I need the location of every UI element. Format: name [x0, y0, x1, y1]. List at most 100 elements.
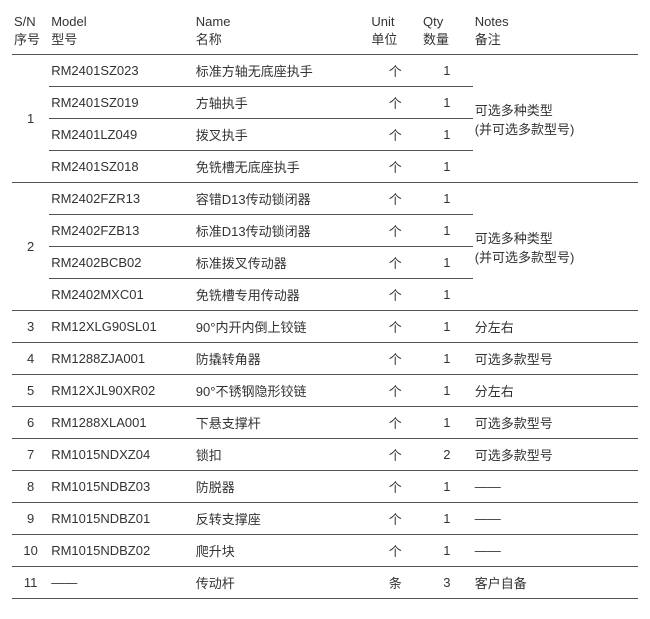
unit-cell: 个	[369, 215, 421, 247]
model-cell: ——	[49, 567, 194, 599]
qty-cell: 1	[421, 215, 473, 247]
sn-cell: 1	[12, 55, 49, 183]
unit-cell: 个	[369, 503, 421, 535]
notes-line: ——	[475, 479, 636, 494]
model-cell: RM1015NDBZ02	[49, 535, 194, 567]
model-cell: RM2401LZ049	[49, 119, 194, 151]
notes-line: 分左右	[475, 381, 636, 400]
model-cell: RM12XJL90XR02	[49, 375, 194, 407]
notes-line: 分左右	[475, 317, 636, 336]
table-row: 9RM1015NDBZ01反转支撑座个1——	[12, 503, 638, 535]
model-cell: RM1288ZJA001	[49, 343, 194, 375]
sn-cell: 3	[12, 311, 49, 343]
unit-cell: 个	[369, 343, 421, 375]
sn-cell: 8	[12, 471, 49, 503]
qty-cell: 1	[421, 407, 473, 439]
name-cell: 防脱器	[194, 471, 370, 503]
parts-table-container: S/N 序号 Model 型号 Name 名称 Unit 单位 Qty 数量	[0, 0, 650, 619]
sn-cell: 6	[12, 407, 49, 439]
notes-cell: 可选多款型号	[473, 439, 638, 471]
notes-line: 可选多款型号	[475, 349, 636, 368]
unit-cell: 个	[369, 55, 421, 87]
notes-line: 客户自备	[475, 573, 636, 592]
name-cell: 容错D13传动锁闭器	[194, 183, 370, 215]
sn-cell: 4	[12, 343, 49, 375]
sn-cell: 7	[12, 439, 49, 471]
parts-table: S/N 序号 Model 型号 Name 名称 Unit 单位 Qty 数量	[12, 10, 638, 599]
sn-cell: 10	[12, 535, 49, 567]
qty-cell: 2	[421, 439, 473, 471]
qty-cell: 1	[421, 343, 473, 375]
qty-cell: 1	[421, 119, 473, 151]
name-cell: 下悬支撑杆	[194, 407, 370, 439]
name-cell: 90°不锈钢隐形铰链	[194, 375, 370, 407]
model-cell: RM1288XLA001	[49, 407, 194, 439]
notes-line: 可选多种类型	[475, 100, 636, 119]
qty-cell: 1	[421, 279, 473, 311]
notes-cell: 可选多种类型(并可选多款型号)	[473, 55, 638, 183]
model-cell: RM1015NDBZ01	[49, 503, 194, 535]
col-sn: S/N 序号	[12, 10, 49, 55]
notes-cell: 客户自备	[473, 567, 638, 599]
unit-cell: 个	[369, 279, 421, 311]
qty-cell: 1	[421, 87, 473, 119]
table-row: 5RM12XJL90XR0290°不锈钢隐形铰链个1分左右	[12, 375, 638, 407]
model-cell: RM2402MXC01	[49, 279, 194, 311]
qty-cell: 1	[421, 55, 473, 87]
col-name: Name 名称	[194, 10, 370, 55]
table-header: S/N 序号 Model 型号 Name 名称 Unit 单位 Qty 数量	[12, 10, 638, 55]
unit-cell: 个	[369, 183, 421, 215]
table-row: 11——传动杆条3客户自备	[12, 567, 638, 599]
unit-cell: 个	[369, 471, 421, 503]
unit-cell: 条	[369, 567, 421, 599]
name-cell: 90°内开内倒上铰链	[194, 311, 370, 343]
col-notes: Notes 备注	[473, 10, 638, 55]
name-cell: 标准方轴无底座执手	[194, 55, 370, 87]
notes-line: 可选多款型号	[475, 413, 636, 432]
sn-cell: 9	[12, 503, 49, 535]
notes-line: (并可选多款型号)	[475, 247, 636, 266]
model-cell: RM2402FZB13	[49, 215, 194, 247]
notes-line: (并可选多款型号)	[475, 119, 636, 138]
table-row: 3RM12XLG90SL0190°内开内倒上铰链个1分左右	[12, 311, 638, 343]
unit-cell: 个	[369, 151, 421, 183]
unit-cell: 个	[369, 375, 421, 407]
sn-cell: 5	[12, 375, 49, 407]
model-cell: RM2401SZ019	[49, 87, 194, 119]
unit-cell: 个	[369, 535, 421, 567]
qty-cell: 3	[421, 567, 473, 599]
name-cell: 标准拨叉传动器	[194, 247, 370, 279]
notes-cell: ——	[473, 535, 638, 567]
name-cell: 防撬转角器	[194, 343, 370, 375]
table-row: 7RM1015NDXZ04锁扣个2可选多款型号	[12, 439, 638, 471]
table-body: 1RM2401SZ023标准方轴无底座执手个1可选多种类型(并可选多款型号)RM…	[12, 55, 638, 599]
model-cell: RM1015NDBZ03	[49, 471, 194, 503]
name-cell: 方轴执手	[194, 87, 370, 119]
unit-cell: 个	[369, 311, 421, 343]
qty-cell: 1	[421, 151, 473, 183]
qty-cell: 1	[421, 503, 473, 535]
table-row: 4RM1288ZJA001防撬转角器个1可选多款型号	[12, 343, 638, 375]
col-unit: Unit 单位	[369, 10, 421, 55]
notes-cell: 分左右	[473, 375, 638, 407]
name-cell: 传动杆	[194, 567, 370, 599]
name-cell: 免铣槽无底座执手	[194, 151, 370, 183]
name-cell: 免铣槽专用传动器	[194, 279, 370, 311]
table-row: 2RM2402FZR13容错D13传动锁闭器个1可选多种类型(并可选多款型号)	[12, 183, 638, 215]
qty-cell: 1	[421, 247, 473, 279]
model-cell: RM2401SZ018	[49, 151, 194, 183]
unit-cell: 个	[369, 439, 421, 471]
table-row: 10RM1015NDBZ02爬升块个1——	[12, 535, 638, 567]
name-cell: 标准D13传动锁闭器	[194, 215, 370, 247]
table-row: 6RM1288XLA001下悬支撑杆个1可选多款型号	[12, 407, 638, 439]
sn-cell: 11	[12, 567, 49, 599]
notes-line: ——	[475, 543, 636, 558]
model-cell: RM1015NDXZ04	[49, 439, 194, 471]
qty-cell: 1	[421, 471, 473, 503]
qty-cell: 1	[421, 311, 473, 343]
unit-cell: 个	[369, 119, 421, 151]
name-cell: 锁扣	[194, 439, 370, 471]
notes-cell: 可选多款型号	[473, 407, 638, 439]
qty-cell: 1	[421, 183, 473, 215]
col-model: Model 型号	[49, 10, 194, 55]
